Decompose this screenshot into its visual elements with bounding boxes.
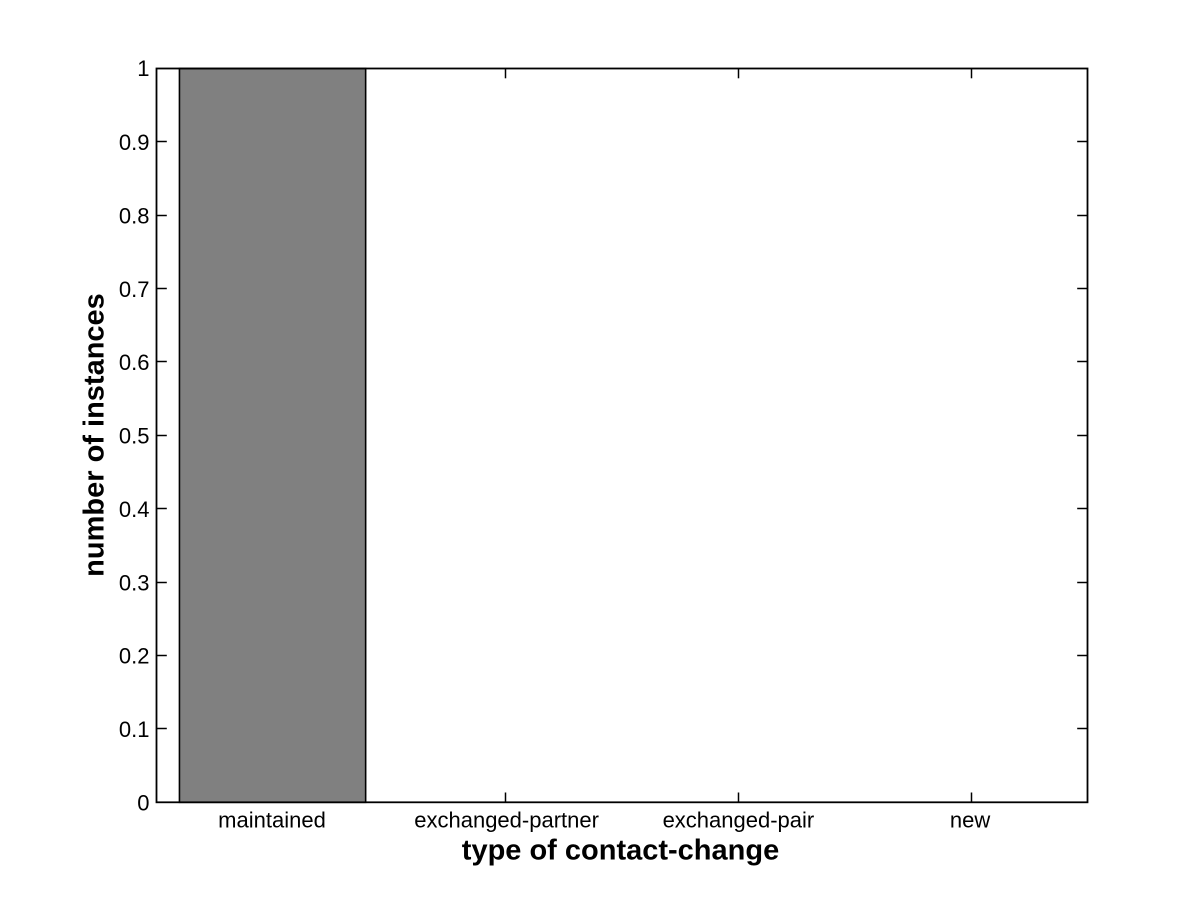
svg-text:0.6: 0.6 <box>119 350 150 375</box>
svg-text:0.3: 0.3 <box>119 570 150 595</box>
svg-text:type of contact-change: type of contact-change <box>462 835 779 867</box>
svg-text:0: 0 <box>137 790 149 815</box>
svg-text:0.2: 0.2 <box>119 644 150 669</box>
svg-text:0.1: 0.1 <box>119 717 150 742</box>
svg-text:exchanged-pair: exchanged-pair <box>663 808 815 833</box>
svg-text:number of instances: number of instances <box>79 293 111 577</box>
svg-text:0.8: 0.8 <box>119 203 150 228</box>
svg-text:maintained: maintained <box>218 808 326 833</box>
svg-text:1: 1 <box>137 56 149 81</box>
svg-text:0.4: 0.4 <box>119 497 150 522</box>
svg-text:new: new <box>950 808 990 833</box>
svg-text:0.5: 0.5 <box>119 424 150 449</box>
svg-text:0.9: 0.9 <box>119 130 150 155</box>
svg-text:exchanged-partner: exchanged-partner <box>414 808 599 833</box>
svg-text:0.7: 0.7 <box>119 277 150 302</box>
